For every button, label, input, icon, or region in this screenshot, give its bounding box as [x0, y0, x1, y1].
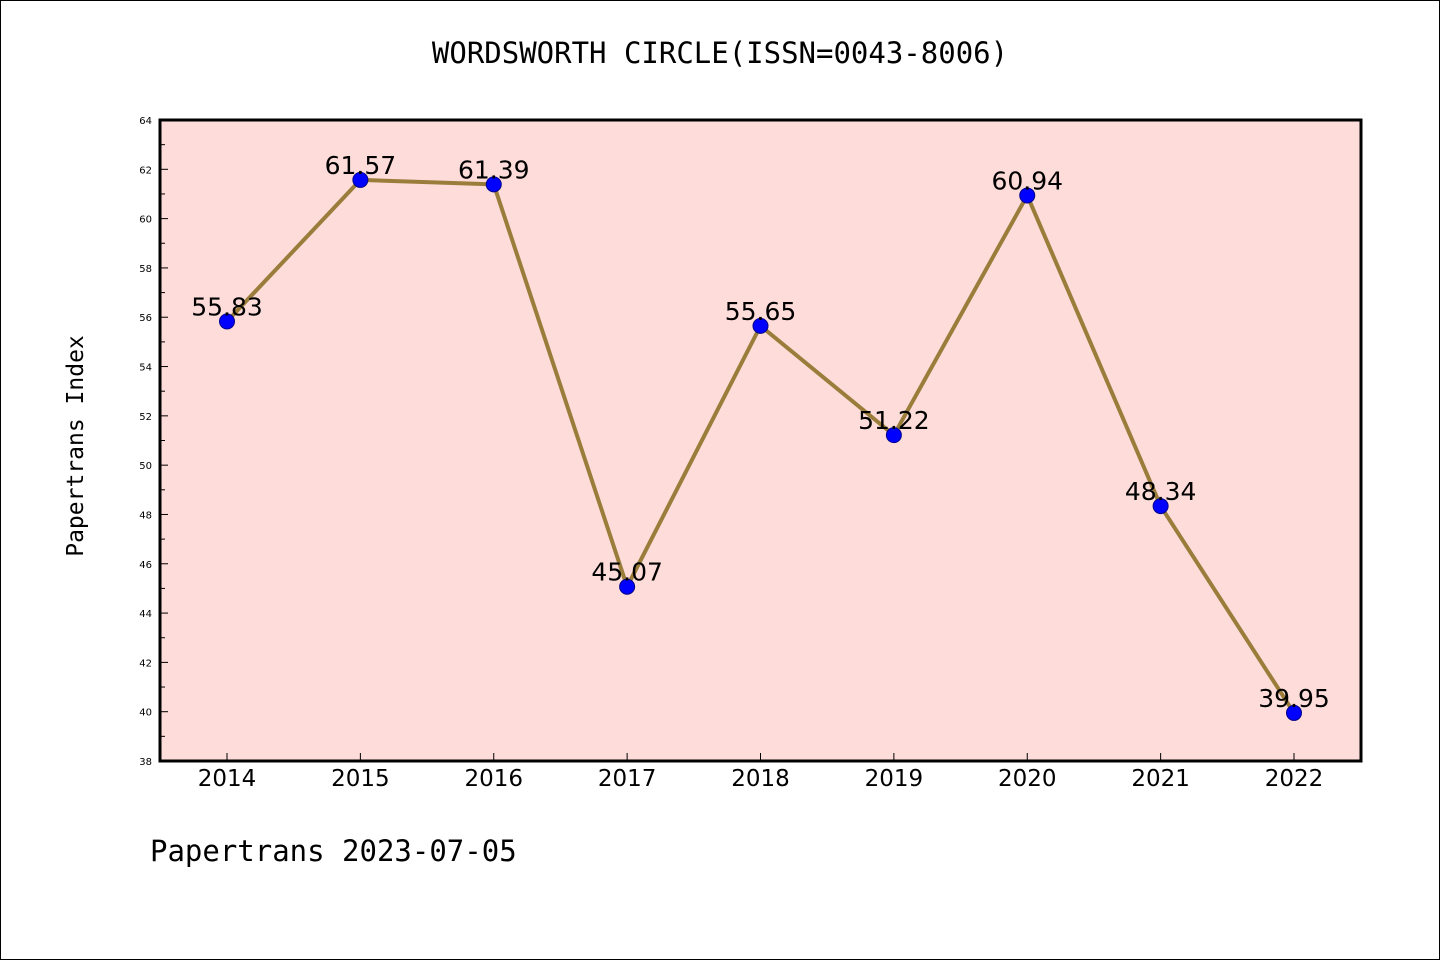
x-tick-label: 2018: [731, 766, 790, 792]
x-tick-label: 2014: [198, 766, 257, 792]
y-tick-label: 58: [139, 264, 152, 275]
y-tick-label: 52: [139, 412, 152, 423]
y-tick-label: 64: [139, 116, 152, 127]
x-tick-label: 2021: [1131, 766, 1190, 792]
x-tick-label: 2020: [998, 766, 1057, 792]
data-label: 39.95: [1258, 684, 1330, 713]
y-tick-label: 44: [139, 609, 152, 620]
data-label: 45.07: [591, 558, 663, 587]
data-label: 51.22: [858, 406, 930, 435]
data-point: [352, 171, 369, 188]
x-tick-label: 2019: [865, 766, 924, 792]
x-axis: 2014 2015 2016 2017 2018 2019 2020 2021 2022: [198, 753, 1324, 792]
chart-title: WORDSWORTH CIRCLE(ISSN=0043-8006): [431, 36, 1009, 70]
data-point: [619, 578, 636, 595]
data-label: 61.39: [458, 155, 530, 184]
y-tick-label: 40: [139, 708, 152, 719]
y-tick-label: 62: [139, 165, 152, 176]
data-label: 55.83: [191, 292, 263, 321]
data-label: 55.65: [725, 297, 797, 326]
y-tick-label: 48: [139, 510, 152, 521]
footer-note: Papertrans 2023-07-05: [150, 834, 517, 868]
data-label: 48.34: [1125, 477, 1197, 506]
data-point: [485, 176, 502, 193]
y-axis: 38 40 42 44 46 48 50 52 54 56 58 60 62 64: [139, 116, 168, 768]
plot-area: [158, 118, 1363, 763]
data-label: 61.57: [325, 151, 397, 180]
data-point: [752, 317, 769, 334]
y-tick-label: 54: [139, 363, 152, 374]
data-point: [885, 427, 902, 444]
y-tick-label: 60: [139, 215, 152, 226]
data-point: [1019, 187, 1036, 204]
data-point: [1286, 704, 1302, 721]
x-tick-label: 2017: [598, 766, 657, 792]
data-label: 60.94: [991, 166, 1063, 195]
y-tick-label: 38: [139, 757, 152, 768]
y-tick-label: 42: [139, 658, 152, 669]
x-tick-label: 2022: [1265, 766, 1324, 792]
y-tick-label: 46: [139, 560, 152, 571]
data-point: [1152, 498, 1169, 515]
series-group: 55.83 61.57 61.39 45.07 55.65 51.22 60.94 48.34…: [191, 151, 1330, 721]
x-tick-label: 2015: [331, 766, 390, 792]
y-tick-label: 56: [139, 313, 152, 324]
y-tick-label: 50: [139, 461, 152, 472]
data-point: [219, 313, 235, 330]
x-tick-label: 2016: [464, 766, 523, 792]
